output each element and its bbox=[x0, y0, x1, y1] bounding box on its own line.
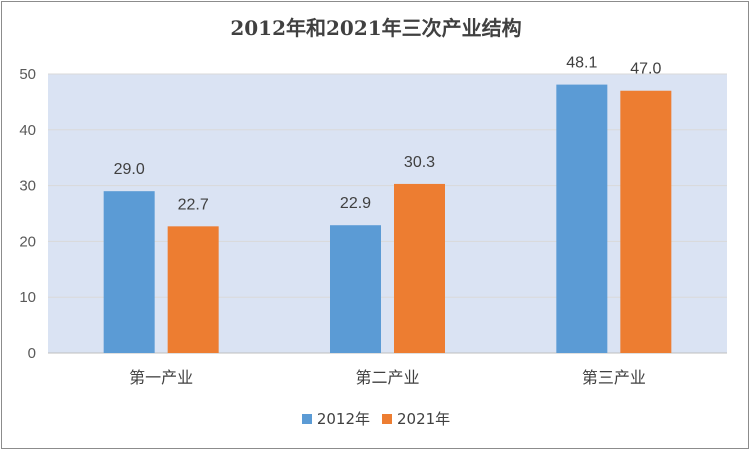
gridlines bbox=[48, 73, 727, 354]
legend-swatch bbox=[301, 413, 312, 424]
y-tick-label: 10 bbox=[19, 289, 36, 306]
bar-3-series-2 bbox=[620, 90, 672, 354]
bar-3-series-1 bbox=[556, 84, 608, 354]
bars bbox=[103, 84, 672, 354]
y-tick-label: 30 bbox=[19, 178, 36, 195]
bar-1-series-2 bbox=[167, 226, 219, 353]
chart-title: 2012年和2021年三次产业结构 bbox=[230, 16, 522, 40]
x-category-label: 第三产业 bbox=[582, 368, 646, 387]
legend-label: 2021年 bbox=[397, 410, 451, 428]
y-tick-label: 0 bbox=[28, 345, 36, 362]
legend-swatch bbox=[382, 413, 392, 424]
y-axis-ticks: 0 10 20 30 40 50 bbox=[19, 66, 36, 362]
data-label: 47.0 bbox=[630, 61, 661, 78]
data-label: 22.7 bbox=[178, 196, 209, 213]
y-tick-label: 20 bbox=[19, 233, 36, 250]
x-axis-categories: 第一产业 第二产业 第三产业 bbox=[129, 368, 646, 387]
data-label: 29.0 bbox=[114, 161, 145, 178]
data-label: 48.1 bbox=[566, 55, 597, 72]
legend: 2012年 2021年 bbox=[0, 408, 752, 429]
legend-item-2: 2021年 bbox=[382, 408, 450, 429]
data-label: 30.3 bbox=[404, 154, 435, 171]
x-category-label: 第一产业 bbox=[129, 368, 193, 387]
y-tick-label: 40 bbox=[19, 122, 36, 139]
legend-label: 2012年 bbox=[316, 410, 370, 428]
legend-item-1: 2012年 bbox=[301, 408, 370, 429]
bar-1-series-1 bbox=[103, 191, 155, 353]
x-category-label: 第二产业 bbox=[355, 368, 419, 387]
y-tick-label: 50 bbox=[19, 66, 36, 83]
plot-area bbox=[48, 74, 727, 353]
data-label: 22.9 bbox=[340, 195, 371, 212]
bar-2-series-2 bbox=[394, 183, 445, 353]
bar-2-series-1 bbox=[330, 225, 381, 353]
data-labels: 29.0 22.7 22.9 30.3 48.1 47.0 bbox=[114, 55, 662, 214]
